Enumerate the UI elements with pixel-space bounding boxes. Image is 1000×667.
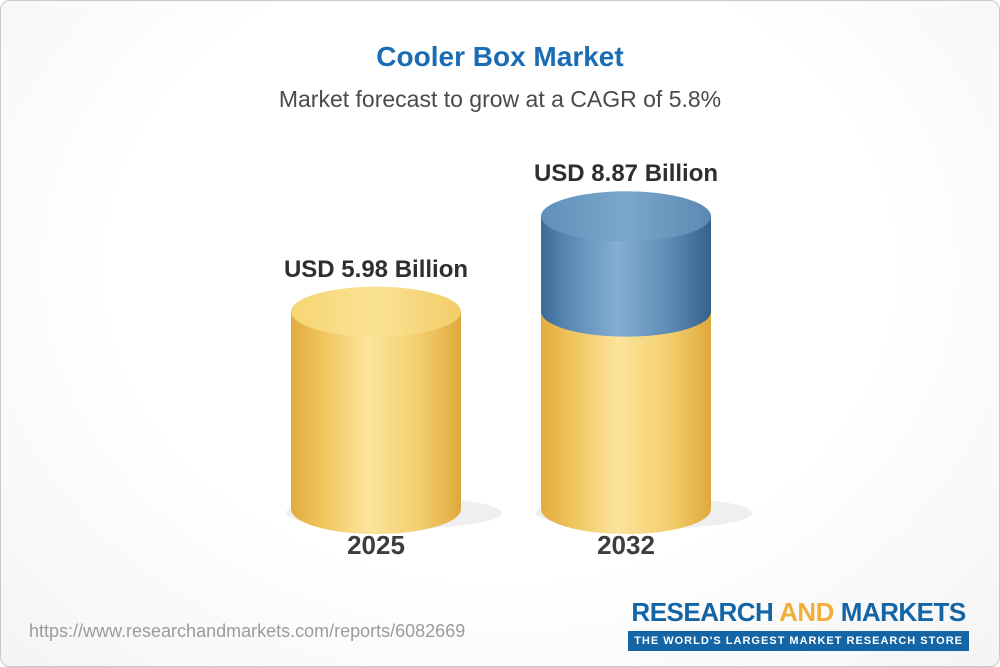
logo-word-markets: MARKETS <box>840 597 967 627</box>
source-url: https://www.researchandmarkets.com/repor… <box>29 621 466 641</box>
logo-word-and: AND <box>779 597 834 627</box>
category-label-2025: 2025 <box>347 530 405 560</box>
logo-tagline: THE WORLD'S LARGEST MARKET RESEARCH STOR… <box>628 631 969 651</box>
logo-wordmark: RESEARCH AND MARKETS <box>628 597 969 628</box>
chart-title: Cooler Box Market <box>376 41 624 72</box>
chart-subtitle: Market forecast to grow at a CAGR of 5.8… <box>278 86 722 112</box>
logo-word-research: RESEARCH <box>631 597 774 627</box>
category-label-2032: 2032 <box>597 530 655 560</box>
value-label-2032: USD 8.87 Billion <box>533 160 719 188</box>
research-and-markets-logo: RESEARCH AND MARKETS THE WORLD'S LARGEST… <box>628 597 969 651</box>
value-label-2025: USD 5.98 Billion <box>283 255 469 283</box>
